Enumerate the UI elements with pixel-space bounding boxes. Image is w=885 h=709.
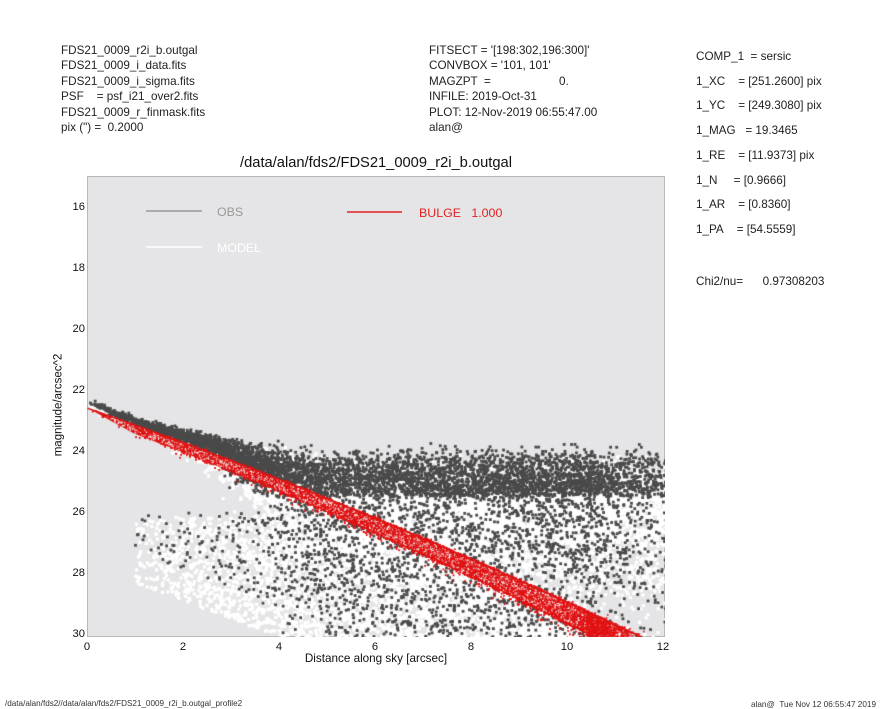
svg-text:BULGE 1.000: BULGE 1.000 — [419, 206, 502, 220]
svg-text:OBS: OBS — [217, 205, 243, 219]
svg-text:MODEL: MODEL — [217, 241, 261, 255]
